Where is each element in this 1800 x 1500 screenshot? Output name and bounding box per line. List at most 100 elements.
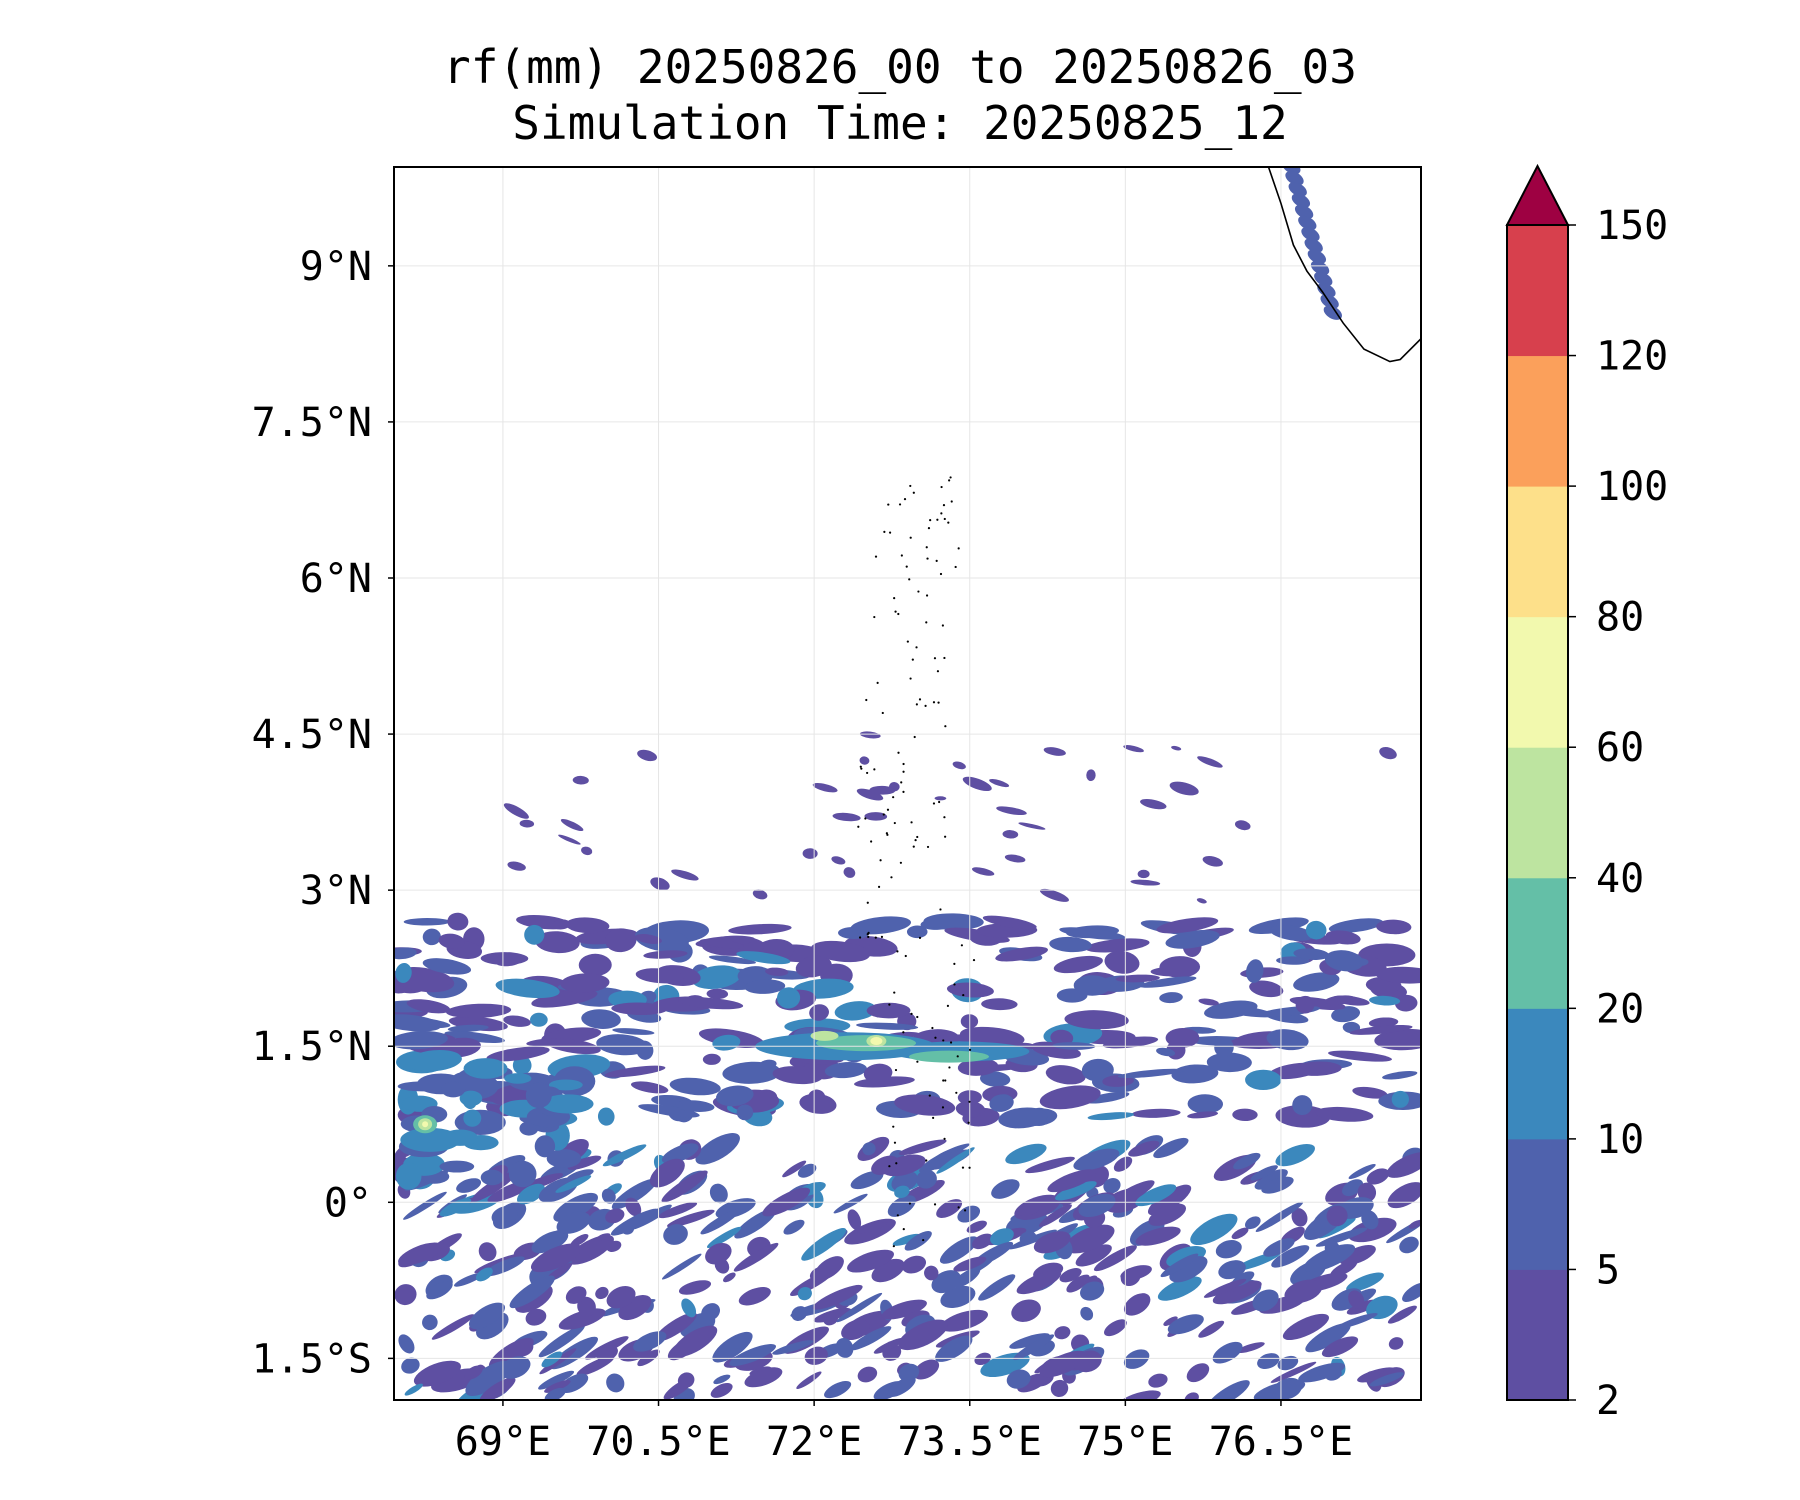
rain-cell — [966, 1220, 987, 1233]
rain-cell — [1394, 994, 1418, 1012]
rain-cell — [1050, 1029, 1074, 1046]
rain-cell — [1379, 747, 1397, 760]
rain-cell — [744, 1367, 783, 1388]
island-dot — [874, 555, 878, 558]
rain-cell — [1018, 822, 1046, 830]
rain-cell — [1204, 1000, 1258, 1019]
rain-cell — [1352, 1086, 1388, 1099]
rain-cell — [864, 812, 888, 821]
rain-cell — [558, 834, 581, 845]
rain-cell — [1085, 938, 1150, 953]
y-tick-label: 0° — [324, 1180, 372, 1226]
rain-cell — [765, 967, 789, 976]
rain-cell — [716, 1085, 754, 1107]
colorbar-segment — [1507, 616, 1568, 748]
rain-cell — [556, 1211, 591, 1234]
rain-cell — [857, 1222, 888, 1234]
rain-cell — [957, 1058, 999, 1076]
rain-cell — [581, 846, 593, 856]
rain-cell — [1331, 1006, 1361, 1023]
rain-cell — [1128, 1140, 1160, 1157]
island-dot — [942, 1079, 945, 1082]
rain-cell — [797, 1286, 812, 1301]
rain-cell — [1013, 1334, 1055, 1361]
rain-cell — [728, 923, 792, 935]
rain-cell — [1298, 1362, 1346, 1383]
rain-cell — [713, 1374, 731, 1385]
rain-cell — [709, 1183, 728, 1204]
rain-cell — [577, 1296, 596, 1317]
island-dot — [877, 885, 881, 888]
island-dot — [902, 770, 905, 773]
island-dot — [936, 670, 940, 673]
rain-cell — [636, 1040, 654, 1060]
island-dot — [925, 546, 928, 549]
rain-cell — [1153, 1137, 1189, 1159]
rain-cell — [439, 1160, 475, 1173]
island-dot — [916, 1015, 919, 1019]
rain-cell — [1075, 1244, 1112, 1267]
island-dot — [925, 1159, 928, 1162]
rain-cell — [857, 1366, 878, 1383]
rain-cell — [1257, 1353, 1280, 1369]
rain-cell — [729, 1344, 776, 1367]
island-dot — [926, 557, 929, 560]
island-dot — [972, 958, 976, 962]
rain-cell — [1387, 1305, 1417, 1324]
rain-cell — [1038, 1204, 1072, 1227]
rain-cell — [1138, 976, 1197, 988]
rain-cell — [924, 1265, 939, 1281]
island-dot — [866, 932, 869, 936]
rain-cell — [952, 761, 966, 770]
colorbar-tick-label: 10 — [1596, 1117, 1644, 1163]
rain-cell — [1339, 1244, 1376, 1266]
rain-cell — [1307, 249, 1327, 264]
rain-cell — [791, 1306, 808, 1322]
rain-cell — [1093, 1245, 1137, 1272]
rain-cell — [596, 1233, 611, 1241]
rain-cell — [866, 1002, 911, 1019]
island-dot — [902, 1031, 905, 1034]
rain-cell — [706, 988, 729, 1000]
island-dot — [949, 1041, 953, 1044]
island-dot — [865, 698, 868, 702]
rain-cell — [635, 968, 684, 984]
rain-cell — [1236, 1342, 1265, 1354]
rain-cell — [701, 1303, 721, 1321]
rainfall-contours — [394, 167, 1421, 1400]
rain-cell — [1115, 974, 1160, 983]
rain-cell — [859, 731, 881, 739]
rain-cell — [1252, 1289, 1279, 1312]
rain-cell — [503, 1015, 531, 1027]
rain-cell — [752, 889, 768, 900]
island-dot — [867, 935, 870, 939]
rain-cell — [1369, 1372, 1404, 1387]
rain-cell — [705, 1243, 732, 1265]
island-dot — [915, 703, 918, 706]
rain-cell — [1328, 918, 1384, 933]
rain-cell — [776, 987, 801, 1009]
island-dot — [960, 944, 963, 947]
rain-cell — [544, 1387, 566, 1400]
rain-cell — [843, 867, 856, 878]
gridlines — [394, 167, 1421, 1400]
rain-cell — [971, 867, 995, 876]
island-dot — [940, 512, 943, 515]
rain-cell — [722, 1061, 781, 1084]
island-dot — [880, 935, 884, 938]
rain-cell — [870, 1037, 883, 1046]
island-dot — [918, 936, 922, 939]
rain-cell — [898, 1319, 948, 1351]
rain-cell — [1140, 798, 1167, 810]
island-dot — [944, 725, 947, 728]
rain-cell — [602, 1144, 647, 1167]
island-dot — [931, 1026, 934, 1030]
rain-cell — [1171, 1064, 1219, 1084]
rain-cell — [612, 1028, 655, 1035]
rain-cell — [394, 1030, 448, 1050]
rain-cell — [989, 779, 1010, 788]
rain-cell — [923, 913, 984, 930]
rain-cell — [565, 917, 610, 934]
rain-cell — [1348, 1290, 1365, 1309]
colorbar-tick-label: 150 — [1596, 203, 1668, 249]
